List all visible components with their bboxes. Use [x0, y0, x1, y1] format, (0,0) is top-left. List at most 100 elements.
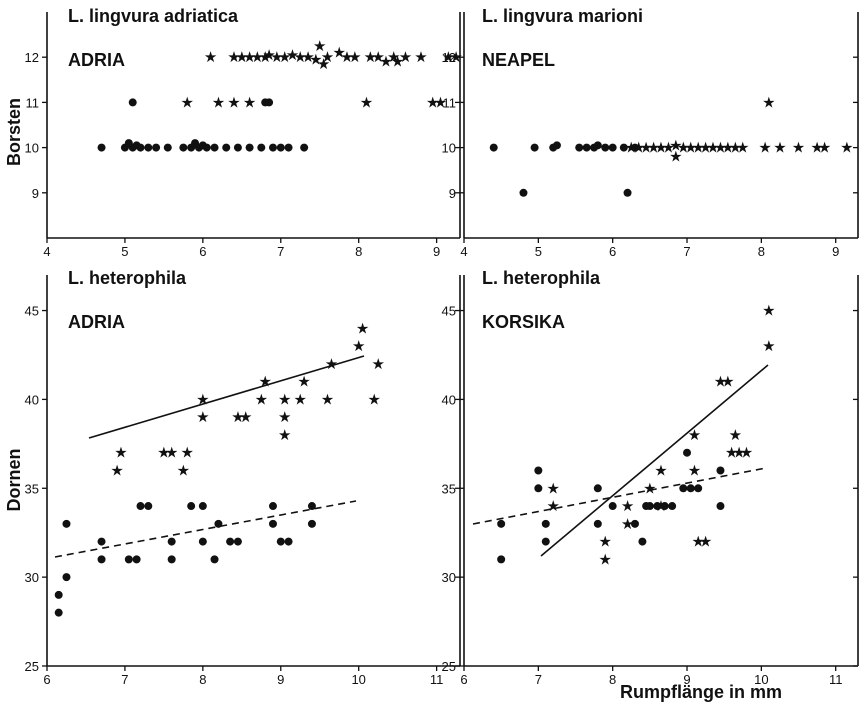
data-point-dot [497, 519, 506, 528]
data-point-dot [284, 537, 293, 546]
data-point-star: ★ [632, 139, 645, 157]
data-point-star: ★ [270, 48, 283, 66]
x-tick-label: 6 [609, 244, 616, 259]
data-point-star: ★ [706, 139, 719, 157]
data-point-star: ★ [278, 48, 291, 66]
y-tick-label: 25 [25, 659, 39, 674]
y-tick-label: 10 [442, 141, 456, 156]
data-point-dot [541, 519, 550, 528]
data-point-dot [630, 519, 639, 528]
data-point-star: ★ [740, 444, 753, 462]
data-point-dot [214, 519, 223, 528]
y-axis-label: Borsten [4, 98, 24, 166]
data-point-star: ★ [732, 444, 745, 462]
data-point-star: ★ [251, 48, 264, 66]
data-point-dot [62, 519, 71, 528]
data-point-star: ★ [321, 48, 334, 66]
x-tick-label: 6 [199, 244, 206, 259]
y-tick-label: 25 [442, 659, 456, 674]
data-point-star: ★ [714, 139, 727, 157]
y-tick-label: 12 [442, 50, 456, 65]
x-tick-label: 10 [351, 672, 365, 687]
data-point-star: ★ [758, 139, 771, 157]
data-point-star: ★ [736, 139, 749, 157]
panel-adriatica: L. lingvura adriatica ADRIA Borsten 4 5 6 7… [4, 6, 463, 259]
data-point-star: ★ [729, 139, 742, 157]
data-point-star: ★ [414, 48, 427, 66]
data-point-star: ★ [379, 53, 392, 71]
x-tick-label: 5 [535, 244, 542, 259]
data-point-star: ★ [278, 408, 291, 426]
data-point-dot [307, 502, 316, 511]
data-point-star: ★ [621, 497, 634, 515]
data-point-star: ★ [227, 48, 240, 66]
data-point-star: ★ [181, 444, 194, 462]
x-tick-label: 9 [277, 672, 284, 687]
data-point-dot [245, 143, 254, 152]
data-point-dot [136, 502, 145, 511]
data-point-star: ★ [110, 462, 123, 480]
data-point-star: ★ [181, 93, 194, 111]
data-point-dot [593, 519, 602, 528]
y-tick-label: 35 [25, 481, 39, 496]
data-point-star: ★ [688, 426, 701, 444]
x-tick-label: 9 [832, 244, 839, 259]
data-point-dot [276, 537, 285, 546]
data-point-star: ★ [647, 139, 660, 157]
data-point-dot [660, 502, 669, 511]
data-point-star: ★ [258, 373, 271, 391]
data-point-dot [97, 143, 106, 152]
data-point-star: ★ [235, 48, 248, 66]
data-point-star: ★ [762, 302, 775, 320]
data-point-dot [144, 143, 153, 152]
data-point-dot [265, 98, 274, 107]
data-point-star: ★ [332, 44, 345, 62]
data-point-dot [187, 502, 196, 511]
data-point-dot [268, 502, 277, 511]
data-point-star: ★ [243, 93, 256, 111]
panel-subtitle: KORSIKA [482, 312, 565, 332]
data-point-star: ★ [204, 48, 217, 66]
data-point-star: ★ [840, 139, 853, 157]
data-point-star: ★ [157, 444, 170, 462]
data-point-dot [198, 537, 207, 546]
data-point-star: ★ [356, 319, 369, 337]
data-point-star: ★ [196, 408, 209, 426]
data-point-dot [541, 537, 550, 546]
data-point-star: ★ [714, 373, 727, 391]
y-tick-label: 12 [25, 50, 39, 65]
data-point-star: ★ [599, 533, 612, 551]
data-point-star: ★ [762, 337, 775, 355]
data-point-dot [608, 143, 617, 152]
x-tick-label: 7 [277, 244, 284, 259]
data-point-dot [284, 143, 293, 152]
data-point-dot [686, 484, 695, 493]
x-axis-label: Rumpflänge in mm [620, 682, 782, 702]
data-point-star: ★ [810, 139, 823, 157]
panel-title: L. heterophila [482, 268, 601, 288]
data-point-dot [233, 537, 242, 546]
data-point-star: ★ [691, 139, 704, 157]
data-point-star: ★ [258, 48, 271, 66]
data-point-dot [54, 608, 63, 617]
data-point-star: ★ [340, 48, 353, 66]
data-point-dot [202, 143, 211, 152]
x-tick-label: 4 [43, 244, 50, 259]
data-point-dot [300, 143, 309, 152]
data-point-dot [167, 537, 176, 546]
data-point-dot [136, 143, 145, 152]
x-tick-label: 11 [430, 672, 444, 687]
data-point-star: ★ [371, 48, 384, 66]
data-point-dot [307, 519, 316, 528]
x-tick-label: 11 [829, 672, 843, 687]
data-point-star: ★ [721, 139, 734, 157]
panel-title: L. lingvura adriatica [68, 6, 239, 26]
panel-heterophila-korsika: L. heterophila KORSIKA Rumpflänge in mm … [442, 268, 859, 702]
y-tick-label: 9 [449, 186, 456, 201]
data-point-dot [619, 143, 628, 152]
data-point-star: ★ [599, 550, 612, 568]
data-point-star: ★ [669, 136, 682, 154]
data-point-dot [54, 590, 63, 599]
data-point-star: ★ [371, 355, 384, 373]
data-point-dot [694, 484, 703, 493]
